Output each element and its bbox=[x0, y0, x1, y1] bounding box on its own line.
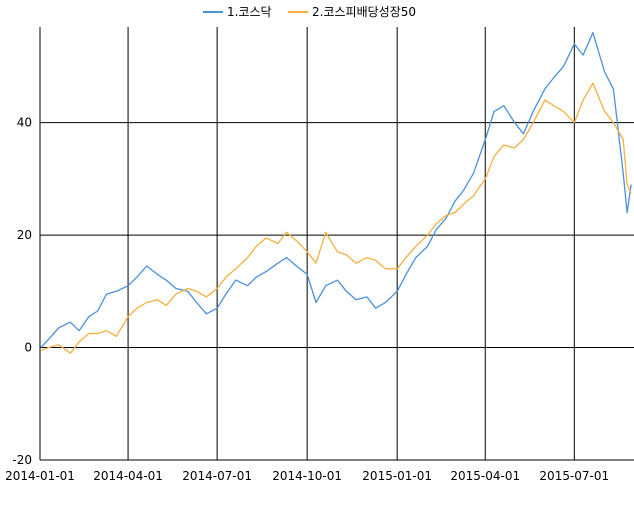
x-tick-label: 2014-01-01 bbox=[5, 469, 75, 483]
y-tick-label: 20 bbox=[17, 228, 32, 242]
x-tick-label: 2014-10-01 bbox=[272, 469, 342, 483]
y-tick-label: -20 bbox=[12, 453, 32, 467]
series-lines bbox=[40, 31, 632, 354]
x-tick-label: 2014-04-01 bbox=[93, 469, 163, 483]
series-line-2 bbox=[40, 82, 632, 354]
y-tick-label: 0 bbox=[24, 341, 32, 355]
grid bbox=[39, 27, 634, 461]
x-tick-label: 2015-07-01 bbox=[539, 469, 609, 483]
x-tick-label: 2014-07-01 bbox=[182, 469, 252, 483]
legend-label: 1.코스닥 bbox=[227, 5, 272, 19]
x-tick-label: 2015-01-01 bbox=[362, 469, 432, 483]
legend-label: 2.코스피배당성장50 bbox=[312, 5, 416, 19]
series-line-1 bbox=[40, 31, 632, 348]
legend: 1.코스닥 2.코스피배당성장50 bbox=[203, 5, 416, 19]
y-tick-label: 40 bbox=[17, 116, 32, 130]
x-tick-label: 2015-04-01 bbox=[450, 469, 520, 483]
axes: -20 0 20 40 2014-01-01 2014-04-01 2014-07-01 20… bbox=[5, 116, 609, 483]
